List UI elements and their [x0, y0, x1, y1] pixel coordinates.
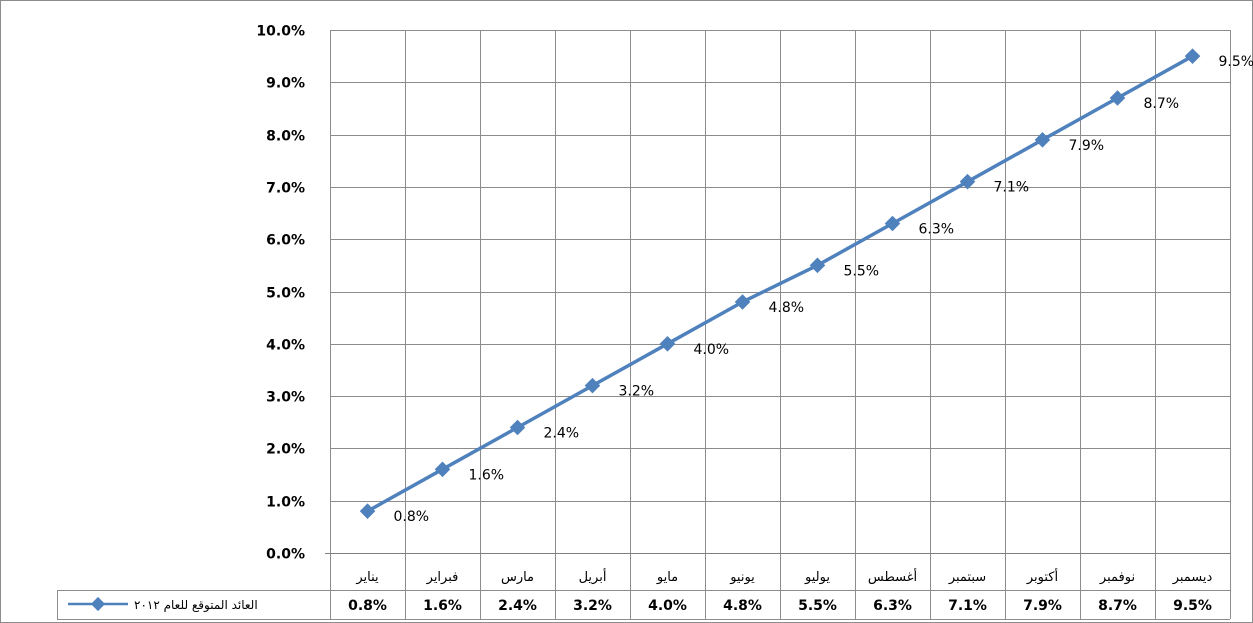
y-tick-label: 3.0% — [266, 390, 305, 406]
y-tick-label: 0.0% — [266, 547, 305, 563]
y-tick-label: 6.0% — [266, 233, 305, 249]
data-label: 1.6% — [469, 467, 505, 483]
x-category-label: ديسمبر — [1172, 570, 1213, 585]
x-category-label: مايو — [656, 570, 678, 585]
x-category-label: مارس — [501, 570, 534, 585]
data-label: 9.5% — [1219, 54, 1253, 70]
data-label: 8.7% — [1144, 96, 1180, 112]
data-point-marker — [809, 257, 826, 274]
data-label: 3.2% — [619, 384, 655, 400]
data-table-value: 6.3% — [873, 598, 912, 614]
y-tick-label: 10.0% — [256, 24, 305, 40]
y-tick-label: 2.0% — [266, 442, 305, 458]
series-line-group — [359, 48, 1201, 519]
x-category-label: سبتمبر — [948, 570, 986, 585]
data-table-value: 3.2% — [573, 598, 612, 614]
data-table-value: 7.9% — [1023, 598, 1062, 614]
x-category-label: فبراير — [426, 570, 459, 585]
series-line — [366, 54, 1194, 513]
data-label: 7.9% — [1069, 138, 1105, 154]
data-table-value: 8.7% — [1098, 598, 1137, 614]
data-table-value: 7.1% — [948, 598, 987, 614]
data-point-marker — [734, 294, 751, 310]
data-label: 4.0% — [694, 342, 730, 358]
data-label: 6.3% — [919, 222, 955, 238]
legend-series-name: العائد المتوقع للعام ٢٠١٢ — [134, 598, 258, 613]
y-axis-tick-labels: 0.0% 1.0% 2.0% 3.0% 4.0% 5.0% 6.0% 7.0% 8.0% 9.0%… — [256, 24, 305, 563]
data-table-value: 5.5% — [798, 598, 837, 614]
x-category-label: أكتوبر — [1026, 568, 1058, 585]
data-point-marker — [434, 461, 451, 478]
data-label: 5.5% — [844, 263, 880, 279]
data-table-value: 4.8% — [723, 598, 762, 614]
data-point-marker — [509, 419, 526, 436]
y-tick-label: 5.0% — [266, 286, 305, 302]
y-tick-label: 1.0% — [266, 495, 305, 511]
y-tick-label: 4.0% — [266, 338, 305, 354]
data-point-marker — [1109, 90, 1126, 106]
legend-marker-icon — [90, 596, 106, 612]
y-tick-label: 7.0% — [266, 181, 305, 197]
x-category-label: أغسطس — [868, 568, 917, 585]
x-category-label: أبريل — [579, 568, 607, 585]
data-table-value: 1.6% — [423, 598, 462, 614]
data-table-value: 9.5% — [1173, 598, 1212, 614]
data-label: 2.4% — [544, 425, 580, 441]
data-point-marker — [959, 173, 976, 190]
data-table: يناير 0.8% فبراير 1.6% مارس 2.4% أبريل 3.2% مايو… — [57, 553, 1230, 620]
data-table-value: 2.4% — [498, 598, 537, 614]
x-category-label: يناير — [355, 570, 379, 585]
y-tick-label: 9.0% — [266, 76, 305, 92]
data-table-value: 4.0% — [648, 598, 687, 614]
data-labels: 0.8% 1.6% 2.4% 3.2% 4.0% 4.8% 5.5% 6.3% 7.1% 7.9%… — [394, 54, 1253, 525]
gridlines — [330, 30, 1231, 619]
data-label: 0.8% — [394, 509, 430, 525]
x-category-label: يوليو — [804, 570, 830, 585]
x-category-label: نوفمبر — [1099, 570, 1135, 585]
y-tick-label: 8.0% — [266, 129, 305, 145]
x-category-label: يونيو — [729, 570, 755, 585]
data-label: 4.8% — [769, 300, 805, 316]
data-label: 7.1% — [994, 180, 1030, 196]
data-point-marker — [584, 377, 601, 394]
data-table-value: 0.8% — [348, 598, 387, 614]
